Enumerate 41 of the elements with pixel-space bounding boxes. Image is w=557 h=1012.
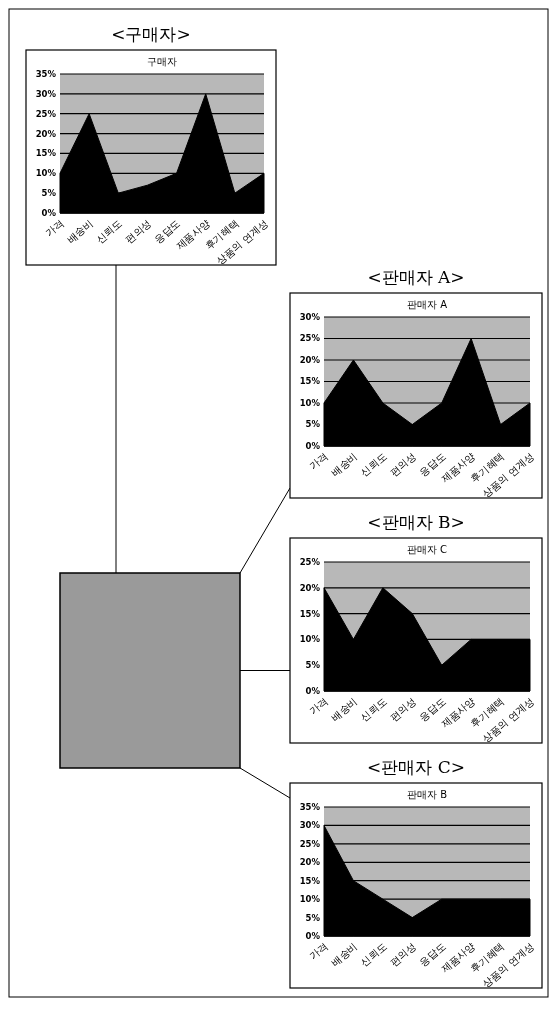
y-tick-label: 10% [35, 168, 57, 179]
y-tick-label: 20% [299, 582, 321, 593]
y-tick-label: 20% [35, 128, 57, 139]
y-tick-label: 15% [299, 875, 321, 886]
y-tick-label: 15% [35, 148, 57, 159]
y-tick-label: 5% [305, 912, 321, 923]
y-tick-label: 35% [35, 68, 57, 79]
chart-subtitle: 구매자 [147, 56, 177, 67]
chart-title: <판매자 B> [367, 512, 465, 532]
y-tick-label: 20% [299, 857, 321, 868]
x-tick-label: 가격 [307, 940, 330, 962]
x-tick-label: 가격 [307, 450, 330, 472]
y-tick-label: 0% [41, 207, 57, 218]
chart-subtitle: 판매자 B [406, 789, 448, 800]
chart-subtitle: 판매자 C [406, 544, 448, 555]
chart-subtitle: 판매자 A [406, 299, 448, 310]
y-tick-label: 5% [305, 419, 321, 430]
chart-title: <판매자 A> [367, 267, 465, 287]
y-tick-label: 0% [305, 440, 321, 451]
y-tick-label: 5% [41, 188, 57, 199]
y-tick-label: 25% [299, 333, 321, 344]
y-tick-label: 5% [305, 660, 321, 671]
x-tick-label: 가격 [43, 217, 66, 239]
y-tick-label: 25% [35, 108, 57, 119]
y-tick-label: 30% [299, 820, 321, 831]
x-tick-label: 가격 [307, 695, 330, 717]
y-tick-label: 10% [299, 634, 321, 645]
y-tick-label: 25% [299, 838, 321, 849]
chart-title: <판매자 C> [367, 757, 465, 777]
y-tick-label: 35% [299, 801, 321, 812]
y-tick-label: 0% [305, 685, 321, 696]
chart-title: <구매자> [111, 24, 191, 44]
y-tick-label: 25% [299, 556, 321, 567]
y-tick-label: 15% [299, 608, 321, 619]
y-tick-label: 10% [299, 894, 321, 905]
y-tick-label: 0% [305, 930, 321, 941]
y-tick-label: 30% [299, 311, 321, 322]
y-tick-label: 30% [35, 88, 57, 99]
y-tick-label: 15% [299, 376, 321, 387]
y-tick-label: 10% [299, 397, 321, 408]
y-tick-label: 20% [299, 354, 321, 365]
